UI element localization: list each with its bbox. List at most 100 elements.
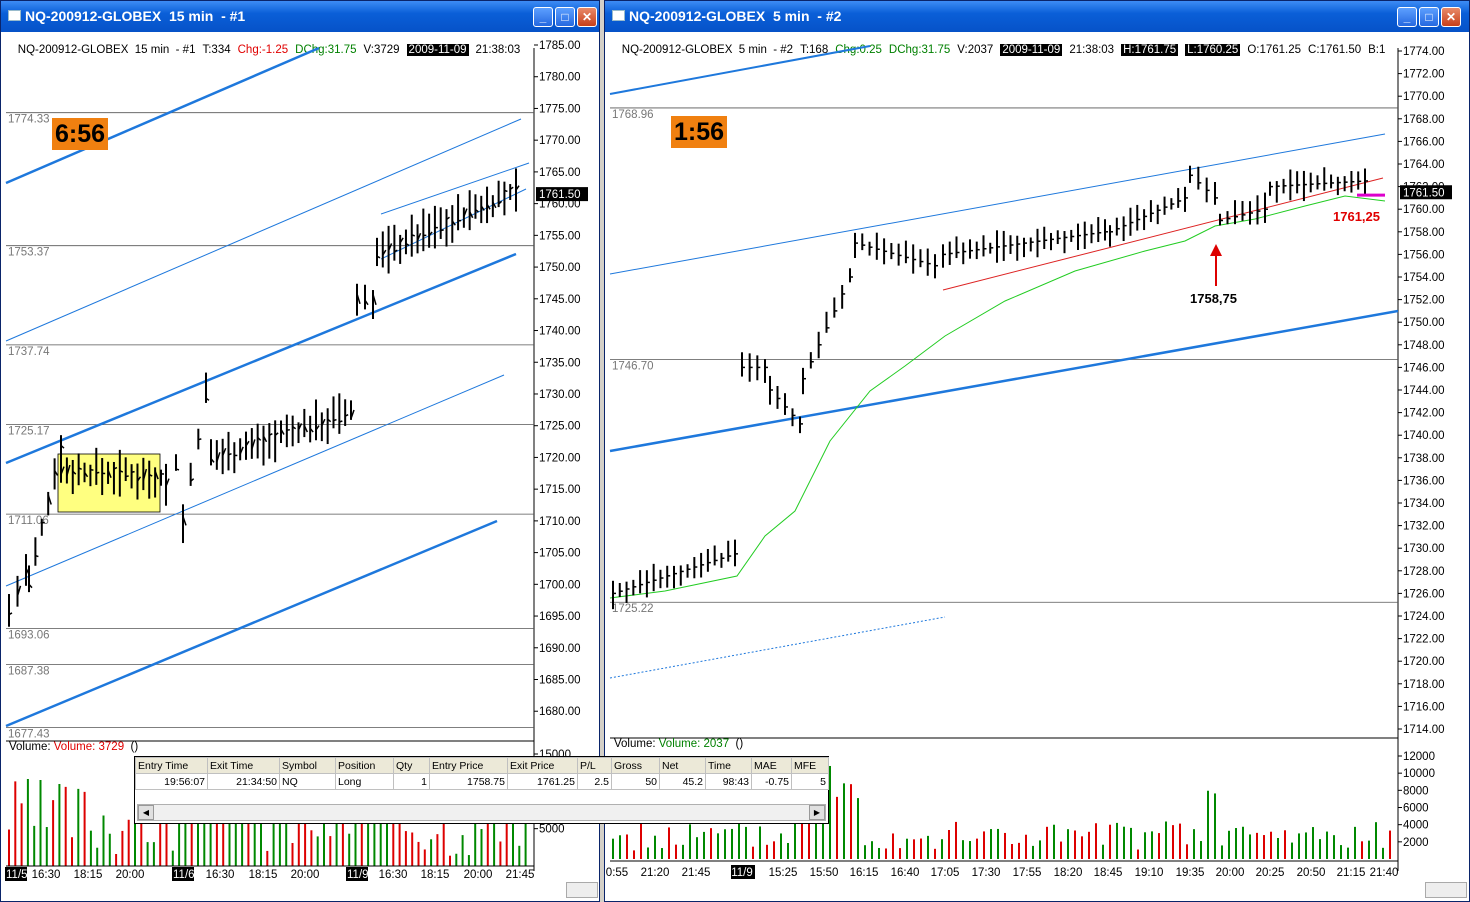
column-header[interactable]: Exit Time — [207, 757, 280, 774]
y-tick-label: 1742.00 — [1403, 408, 1445, 420]
y-tick-label: 1748.00 — [1403, 340, 1445, 352]
instrument-name: NQ-200912-GLOBEX 15 min - #1 — [17, 44, 196, 56]
price-bar-close — [350, 409, 355, 419]
channel-line — [5, 118, 522, 342]
column-header[interactable]: Entry Time — [135, 757, 208, 774]
column-header[interactable]: Exit Price — [507, 757, 578, 774]
scroll-left-arrow-icon[interactable]: ◀ — [138, 805, 154, 820]
price-bar-close — [509, 186, 514, 190]
column-header[interactable]: Net — [659, 757, 706, 774]
exit-price-annotation: 1761,25 — [1333, 209, 1380, 224]
y-tick-label: 1700.00 — [539, 579, 581, 591]
price-bar-close — [205, 397, 210, 401]
price-bar-close — [468, 211, 474, 219]
y-tick-label: 1714.00 — [1403, 724, 1445, 736]
x-tick-label: 21:40 — [1370, 867, 1399, 879]
x-tick-label: 20:00 — [291, 869, 320, 881]
table-horizontal-scrollbar[interactable]: ◀ ▶ — [137, 804, 826, 821]
column-header[interactable]: Qty — [393, 757, 430, 774]
price-bar-close — [72, 470, 77, 475]
y-tick-label: 1750.00 — [539, 262, 581, 274]
level-label: 1737.74 — [8, 346, 50, 358]
price-bar-close — [228, 452, 232, 456]
price-bar-close — [257, 436, 262, 441]
price-bar-close — [463, 208, 468, 217]
table-row[interactable]: 19:56:07 21:34:50 NQ Long 1 1758.75 1761.25 2.5… — [135, 773, 829, 790]
y-tick-label: 1754.00 — [1403, 272, 1445, 284]
chart-window-15min[interactable]: NQ-200912-GLOBEX 15 min - #1 _ □ ✕ NQ-20… — [0, 0, 600, 902]
x-tick-label: 18:15 — [74, 869, 103, 881]
price-bar-close — [53, 470, 59, 476]
channel-line — [5, 46, 320, 185]
column-header[interactable]: Time — [705, 757, 752, 774]
x-tick-label: 16:30 — [32, 869, 61, 881]
price-bar-close — [47, 494, 52, 505]
column-header[interactable]: MAE — [751, 757, 792, 774]
y-tick-label: 1724.00 — [1403, 611, 1445, 623]
price-chart-5min[interactable]: 1774.00 1772.00 1770.00 1768.00 1766.00 1764.… — [605, 1, 1470, 902]
price-bar-close — [8, 612, 13, 616]
y-tick-label: 1732.00 — [1403, 521, 1445, 533]
vol-tick-label: 8000 — [1403, 785, 1429, 797]
y-tick-label: 1685.00 — [539, 675, 581, 687]
horizontal-scrollbar[interactable] — [566, 882, 598, 898]
column-header[interactable]: Gross — [611, 757, 660, 774]
x-tick-label: 16:15 — [850, 867, 879, 879]
price-bar-close — [66, 464, 71, 477]
column-header[interactable]: Position — [335, 757, 394, 774]
level-label: 1753.37 — [8, 247, 50, 259]
price-bar-close — [107, 469, 112, 479]
x-tick-label: 16:30 — [379, 869, 408, 881]
x-tick-label: 18:15 — [421, 869, 450, 881]
price-bar-close — [321, 418, 326, 426]
channel-line — [609, 309, 1399, 453]
minimize-button[interactable]: _ — [1397, 7, 1417, 27]
price-bar-close — [280, 428, 285, 435]
x-tick-label: 18:20 — [1054, 867, 1083, 879]
price-chart-15min[interactable]: 1785.00 1780.00 1775.00 1770.00 1765.00 1760.… — [1, 1, 600, 902]
y-tick-label: 1770.00 — [1403, 91, 1445, 103]
price-bar-close — [416, 232, 422, 241]
price-bar-close — [297, 423, 303, 431]
channel-line — [609, 133, 1386, 275]
y-tick-label: 1735.00 — [539, 357, 581, 369]
maximize-button[interactable]: □ — [1419, 7, 1439, 27]
window-title-bar[interactable]: NQ-200912-GLOBEX 15 min - #1 _ □ ✕ — [1, 1, 599, 32]
price-bar-close — [154, 470, 159, 480]
y-tick-label: 1734.00 — [1403, 498, 1445, 510]
date-value: 2009-11-09 — [406, 44, 469, 56]
y-tick-label: 1715.00 — [539, 484, 581, 496]
price-bar-close — [175, 468, 180, 471]
column-header[interactable]: MFE — [791, 757, 829, 774]
price-bar-close — [309, 427, 314, 433]
price-bar-close — [96, 471, 100, 474]
maximize-button[interactable]: □ — [555, 7, 575, 27]
tick-count: T:168 — [800, 44, 829, 56]
window-title-bar[interactable]: NQ-200912-GLOBEX 5 min - #2 _ □ ✕ — [605, 1, 1469, 32]
close-button[interactable]: ✕ — [1441, 7, 1461, 27]
price-bar-close — [446, 216, 450, 221]
level-label: 1687.38 — [8, 665, 50, 677]
y-tick-label: 1746.00 — [1403, 362, 1445, 374]
price-bar-close — [486, 203, 491, 210]
date-value: 2009-11-09 — [1000, 44, 1063, 56]
price-bar-close — [60, 444, 65, 449]
y-tick-label: 1760.00 — [539, 199, 581, 211]
minimize-button[interactable]: _ — [533, 7, 553, 27]
column-header[interactable]: P/L — [577, 757, 612, 774]
close-button[interactable]: ✕ — [577, 7, 597, 27]
price-bar-close — [339, 420, 343, 423]
x-tick-label: 18:15 — [249, 869, 278, 881]
trade-performance-table[interactable]: Entry Time Exit Time Symbol Position Qty Entr… — [134, 756, 829, 824]
level-label: 1677.43 — [8, 729, 50, 741]
bar-timer: 1:56 — [671, 116, 728, 148]
window-title: NQ-200912-GLOBEX 15 min - #1 — [25, 8, 246, 24]
chart-window-5min[interactable]: NQ-200912-GLOBEX 5 min - #2 _ □ ✕ NQ-200… — [604, 0, 1470, 902]
column-header[interactable]: Symbol — [279, 757, 336, 774]
price-bar-close — [515, 185, 520, 191]
scroll-right-arrow-icon[interactable]: ▶ — [809, 805, 825, 820]
horizontal-scrollbar[interactable] — [1425, 882, 1467, 898]
price-bar-close — [382, 249, 387, 256]
column-header[interactable]: Entry Price — [429, 757, 508, 774]
price-bar-close — [333, 418, 337, 422]
